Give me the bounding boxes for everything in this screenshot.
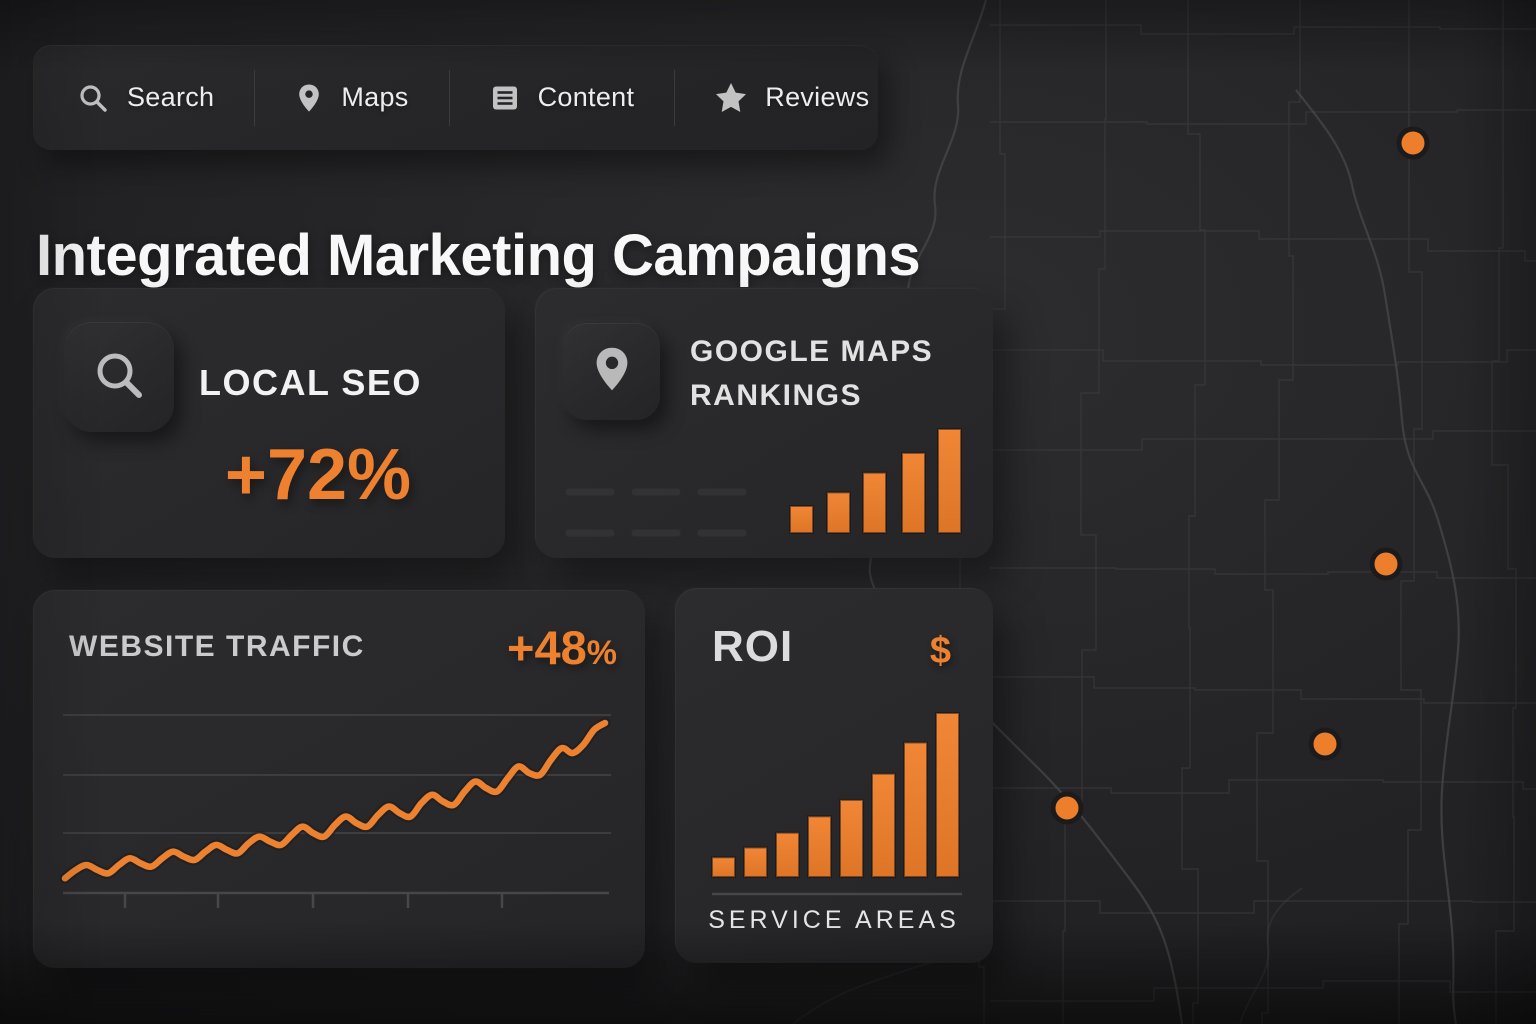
- roi-card: ROI $ SERVICE AREAS: [675, 588, 993, 963]
- search-icon-tile: [64, 322, 174, 432]
- search-icon: [91, 347, 147, 408]
- service-area-marker: [1369, 547, 1403, 581]
- local-seo-metric: +72%: [224, 435, 412, 515]
- traffic-line: [61, 719, 609, 882]
- traffic-line-shadow: [59, 717, 611, 884]
- service-area-marker: [1396, 126, 1430, 160]
- content-icon: [490, 83, 520, 113]
- nav-item-content[interactable]: Content: [450, 82, 675, 113]
- nav-label: Content: [537, 82, 635, 112]
- top-nav-bar: Search Maps Content Reviews: [33, 45, 878, 150]
- local-seo-card: LOCAL SEO +72%: [33, 288, 505, 558]
- nav-label: Maps: [341, 82, 409, 112]
- county-boundaries: [959, 0, 1536, 1024]
- service-area-marker: [1050, 791, 1084, 825]
- nav-label: Search: [127, 82, 215, 112]
- nav-item-reviews[interactable]: Reviews: [675, 82, 909, 113]
- map-pin-icon: [295, 82, 323, 114]
- service-area-marker: [1308, 727, 1342, 761]
- bar-series: [711, 712, 960, 879]
- search-icon: [77, 82, 109, 114]
- website-traffic-line-chart: [59, 714, 611, 908]
- x-axis: [63, 891, 609, 908]
- service-areas-label: SERVICE AREAS: [708, 906, 960, 934]
- local-seo-title: LOCAL SEO: [199, 362, 422, 403]
- nav-item-maps[interactable]: Maps: [255, 82, 448, 114]
- nav-item-search[interactable]: Search: [77, 82, 254, 114]
- google-maps-rankings-card: GOOGLE MAPS RANKINGS: [535, 288, 993, 558]
- service-area-markers: [1050, 126, 1430, 825]
- page-title: Integrated Marketing Campaigns: [36, 222, 921, 288]
- website-traffic-card: WEBSITE TRAFFIC +48%: [33, 590, 645, 968]
- star-icon: [715, 82, 747, 113]
- maps-rankings-bar-chart: [565, 428, 962, 537]
- bar-series: [789, 428, 962, 534]
- nav-label: Reviews: [765, 82, 870, 112]
- small-river-2: [1239, 887, 1303, 1024]
